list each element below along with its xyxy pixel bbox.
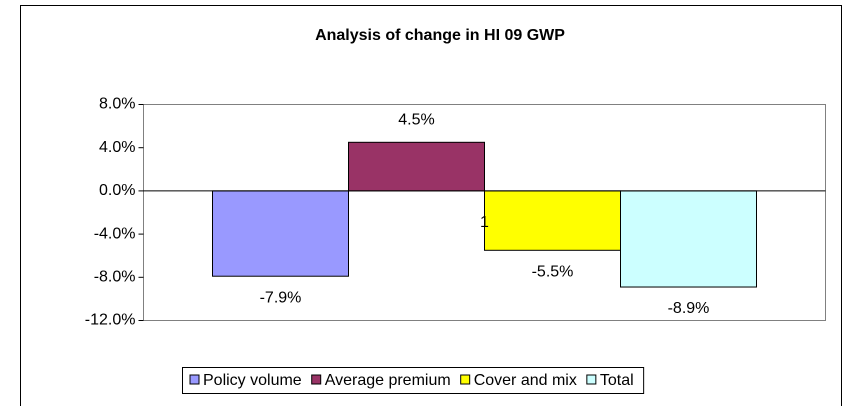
y-tick-label: -12.0% — [85, 312, 136, 329]
legend-label: Total — [600, 372, 634, 389]
data-label: -7.9% — [260, 289, 302, 306]
y-tick-label: -8.0% — [94, 269, 136, 286]
bar — [212, 190, 349, 277]
legend-label: Policy volume — [203, 372, 302, 389]
y-tick-label: 8.0% — [99, 96, 135, 113]
chart-title: Analysis of change in HI 09 GWP — [315, 27, 565, 44]
legend-box — [182, 367, 645, 394]
y-tick-label: -4.0% — [94, 225, 136, 242]
data-label: -8.9% — [668, 300, 710, 317]
bar — [620, 190, 757, 288]
legend-swatch — [586, 374, 597, 385]
legend-swatch — [311, 374, 322, 385]
bar — [348, 141, 485, 192]
y-tick-label: 4.0% — [99, 139, 135, 156]
y-tick-label: 0.0% — [99, 182, 135, 199]
legend-label: Cover and mix — [474, 372, 577, 389]
data-label: 4.5% — [398, 112, 434, 129]
legend-label: Average premium — [325, 372, 451, 389]
x-tick-label: 1 — [480, 214, 489, 231]
legend-swatch — [189, 374, 200, 385]
legend-swatch — [460, 374, 471, 385]
bar — [484, 190, 621, 251]
data-label: -5.5% — [532, 264, 574, 281]
